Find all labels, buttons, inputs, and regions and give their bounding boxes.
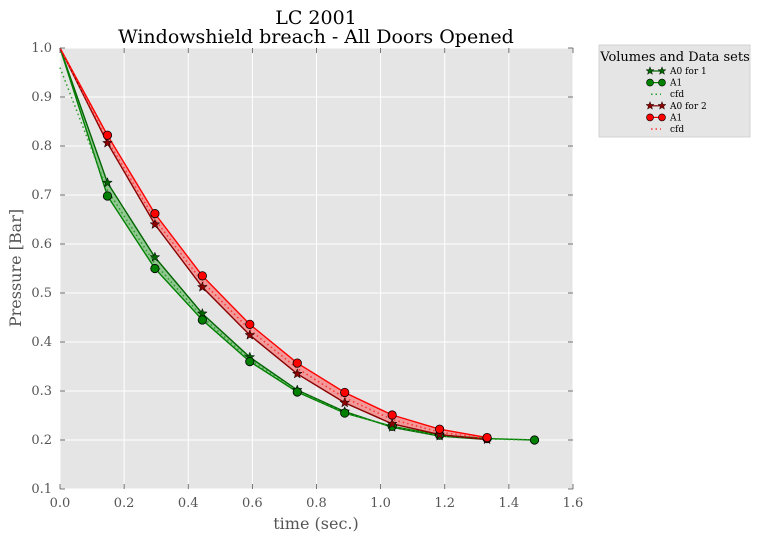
legend-label: cfd — [670, 90, 684, 100]
data-point-circle — [435, 424, 445, 434]
data-point-star — [386, 418, 398, 429]
y-tick-label: 0.3 — [31, 384, 52, 399]
data-point-circle — [387, 410, 397, 420]
series-markers — [102, 130, 540, 445]
legend-swatch-circle — [646, 78, 654, 87]
data-point-star — [434, 428, 446, 440]
x-tick-label: 0.2 — [114, 496, 135, 511]
data-point-circle — [529, 435, 540, 445]
data-point-star — [149, 251, 161, 262]
data-point-star — [339, 397, 351, 408]
data-point-circle — [340, 408, 350, 418]
data-point-circle — [102, 191, 113, 201]
legend-swatch-star — [657, 101, 667, 110]
x-tick-label: 1.0 — [370, 496, 391, 511]
data-point-star — [196, 281, 208, 292]
data-point-star — [102, 177, 113, 188]
legend-swatch-star — [645, 101, 655, 110]
legend-swatch-star — [657, 66, 667, 75]
x-axis-label: time (sec.) — [273, 514, 358, 533]
y-tick-label: 0.6 — [31, 237, 52, 252]
y-tick-label: 0.2 — [31, 433, 52, 448]
y-tick-label: 0.4 — [31, 335, 52, 350]
y-tick-label: 0.7 — [31, 188, 52, 203]
y-tick-label: 0.1 — [31, 482, 52, 497]
data-point-circle — [102, 130, 113, 140]
axis-ticks: 0.0 0.2 0.4 0.6 0.8 1.0 1.2 1.4 1.6 0.1 0.2 0.3 0.4 0… — [31, 41, 583, 511]
data-point-circle — [245, 319, 255, 329]
x-tick-label: 0.0 — [50, 496, 71, 511]
legend-title: Volumes and Data sets — [599, 50, 750, 65]
data-point-circle — [197, 315, 207, 325]
y-axis-label: Pressure [Bar] — [6, 209, 25, 327]
data-point-circle — [197, 271, 207, 281]
legend-label: A0 for 2 — [669, 102, 707, 112]
series-line-4 — [59, 47, 488, 439]
data-point-circle — [292, 387, 302, 397]
chart-subtitle: Windowshield breach - All Doors Opened — [118, 26, 514, 48]
data-point-circle — [340, 387, 350, 398]
legend-label: A0 for 1 — [669, 67, 707, 77]
series-line-5 — [59, 47, 488, 440]
x-tick-label: 0.6 — [242, 496, 263, 511]
x-tick-label: 1.2 — [434, 496, 455, 511]
legend-swatch-circle — [658, 78, 666, 87]
y-tick-label: 0.5 — [31, 286, 52, 301]
data-point-circle — [150, 209, 160, 219]
y-tick-label: 1.0 — [31, 41, 52, 56]
series-line-3 — [59, 47, 488, 441]
legend-label: A1 — [669, 113, 682, 123]
legend-label: cfd — [670, 125, 684, 135]
data-point-star — [102, 137, 113, 148]
x-tick-label: 1.6 — [563, 496, 584, 511]
x-tick-label: 1.4 — [499, 496, 520, 511]
x-tick-label: 0.8 — [306, 496, 327, 511]
y-tick-label: 0.8 — [31, 139, 52, 154]
chart-title: LC 2001 — [275, 7, 357, 29]
data-point-circle — [150, 263, 160, 274]
legend-swatch-star — [645, 66, 655, 75]
data-point-circle — [482, 432, 492, 443]
legend-swatch-circle — [658, 113, 666, 122]
y-tick-label: 0.9 — [31, 90, 52, 105]
legend-label: A1 — [669, 79, 682, 89]
data-point-star — [149, 218, 161, 230]
data-point-star — [291, 368, 303, 379]
data-point-star — [244, 329, 256, 340]
data-point-circle — [292, 358, 302, 368]
legend-swatch-circle — [646, 113, 654, 122]
data-point-circle — [245, 356, 255, 367]
x-tick-label: 0.4 — [178, 496, 199, 511]
legend-box — [598, 44, 751, 138]
